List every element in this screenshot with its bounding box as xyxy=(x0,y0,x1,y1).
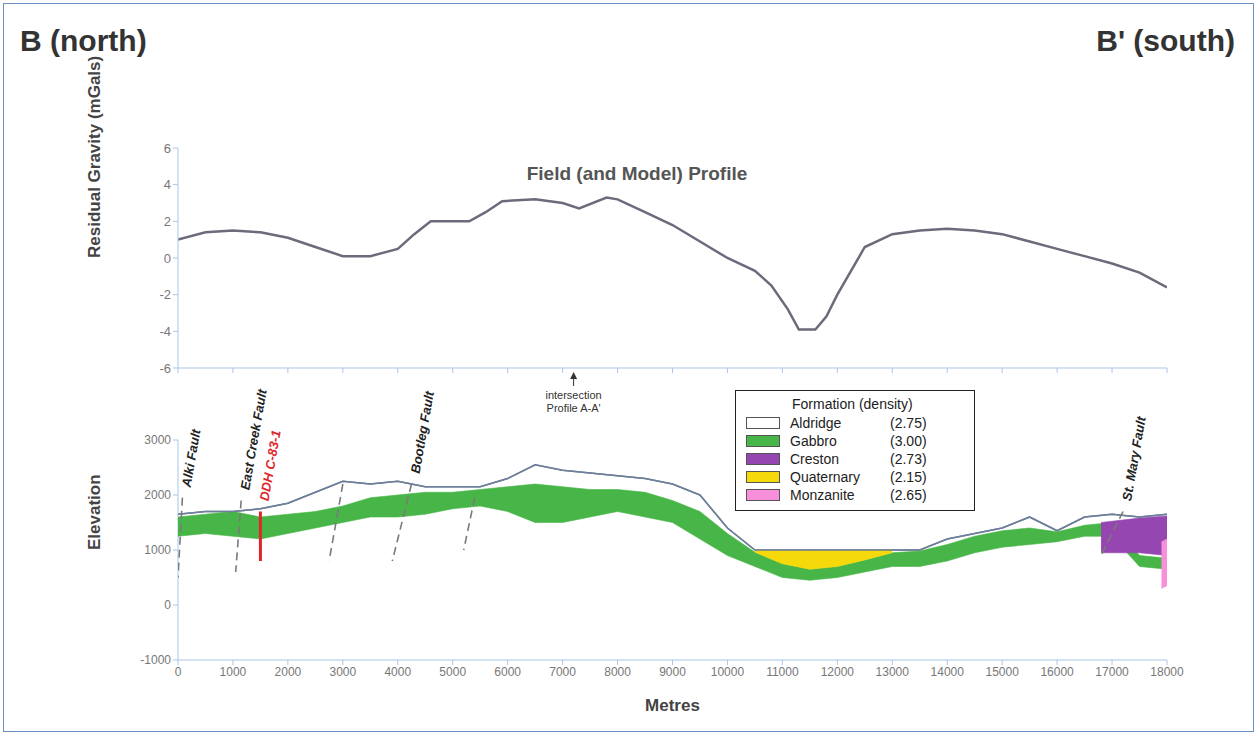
html-text:Aldridge: Aldridge xyxy=(790,415,842,431)
html-text:Formation (density): Formation (density) xyxy=(792,396,913,412)
svg-text:intersectionProfile A-A': intersectionProfile A-A' xyxy=(545,389,601,414)
svg-text:17000: 17000 xyxy=(1095,665,1129,679)
html-text:B (north): B (north) xyxy=(20,24,147,57)
svg-text:12000: 12000 xyxy=(821,665,855,679)
html-text:B' (south): B' (south) xyxy=(1096,24,1235,57)
svg-text:4000: 4000 xyxy=(384,665,411,679)
svg-text:15000: 15000 xyxy=(985,665,1019,679)
svg-text:0: 0 xyxy=(175,665,182,679)
svg-text:10000: 10000 xyxy=(711,665,745,679)
html-text:(2.73): (2.73) xyxy=(890,451,927,467)
html-text:(2.15): (2.15) xyxy=(890,469,927,485)
svg-text:-2: -2 xyxy=(159,287,171,302)
svg-text:1000: 1000 xyxy=(144,543,171,557)
svg-text:18000: 18000 xyxy=(1150,665,1184,679)
svg-text:14000: 14000 xyxy=(931,665,965,679)
svg-text:Metres: Metres xyxy=(645,696,700,715)
svg-text:6000: 6000 xyxy=(494,665,521,679)
svg-text:3000: 3000 xyxy=(144,433,171,447)
svg-text:1000: 1000 xyxy=(220,665,247,679)
svg-text:DDH C-83-1: DDH C-83-1 xyxy=(257,429,284,502)
svg-text:16000: 16000 xyxy=(1040,665,1074,679)
svg-text:4: 4 xyxy=(164,177,171,192)
svg-text:5000: 5000 xyxy=(439,665,466,679)
svg-text:East Creek Fault: East Creek Fault xyxy=(237,388,270,491)
svg-text:11000: 11000 xyxy=(766,665,799,679)
svg-text:7000: 7000 xyxy=(549,665,576,679)
html-text:Field (and Model) Profile: Field (and Model) Profile xyxy=(526,163,748,184)
html-text:Quaternary: Quaternary xyxy=(790,469,860,485)
svg-text:2: 2 xyxy=(164,214,171,229)
svg-text:2000: 2000 xyxy=(144,488,171,502)
svg-text:Bootleg Fault: Bootleg Fault xyxy=(408,389,437,474)
svg-text:Alki Fault: Alki Fault xyxy=(178,427,203,489)
svg-text:-4: -4 xyxy=(159,324,171,339)
html-text:Gabbro: Gabbro xyxy=(790,433,837,449)
svg-text:2000: 2000 xyxy=(275,665,302,679)
svg-text:Elevation: Elevation xyxy=(85,474,104,550)
svg-text:-1000: -1000 xyxy=(140,653,171,667)
svg-text:3000: 3000 xyxy=(329,665,356,679)
html-text:Creston: Creston xyxy=(790,451,839,467)
svg-text:6: 6 xyxy=(164,141,171,156)
svg-text:13000: 13000 xyxy=(876,665,910,679)
html-text:(2.65): (2.65) xyxy=(890,487,927,503)
svg-text:9000: 9000 xyxy=(659,665,686,679)
svg-text:Residual Gravity (mGals): Residual Gravity (mGals) xyxy=(85,56,104,258)
svg-text:St. Mary Fault: St. Mary Fault xyxy=(1119,415,1149,502)
svg-text:0: 0 xyxy=(164,598,171,612)
svg-text:8000: 8000 xyxy=(604,665,631,679)
svg-text:0: 0 xyxy=(164,251,171,266)
html-text:(3.00): (3.00) xyxy=(890,433,927,449)
html-text:Monzanite: Monzanite xyxy=(790,487,855,503)
svg-text:-6: -6 xyxy=(159,361,171,376)
html-text:(2.75): (2.75) xyxy=(890,415,927,431)
